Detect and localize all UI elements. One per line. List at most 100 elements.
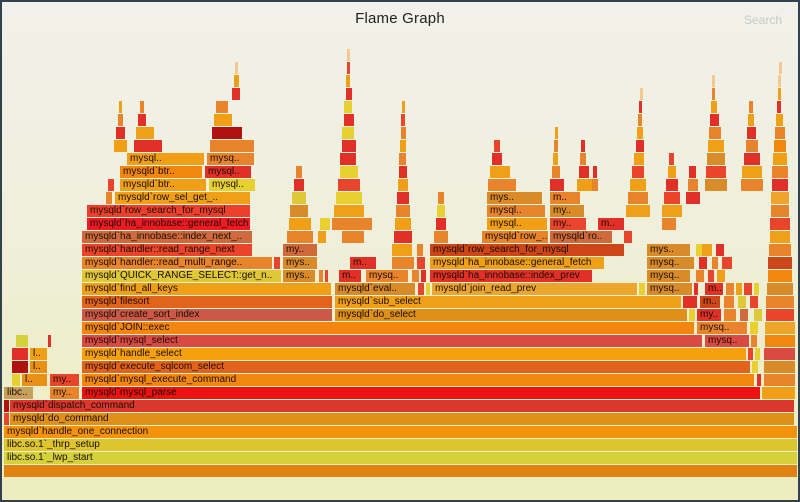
flame-frame-small[interactable] xyxy=(712,88,715,100)
flame-frame-small[interactable] xyxy=(553,153,558,165)
flame-frame-small[interactable] xyxy=(662,205,682,217)
flame-frame-small[interactable] xyxy=(751,335,757,347)
flame-frame-small[interactable] xyxy=(232,88,240,100)
flame-frame[interactable]: mysq.. xyxy=(647,283,692,295)
flame-frame-small[interactable] xyxy=(639,101,642,113)
flame-frame-small[interactable] xyxy=(320,218,330,230)
flame-frame-small[interactable] xyxy=(555,127,558,139)
flame-frame-small[interactable] xyxy=(342,231,364,243)
flame-frame-small[interactable] xyxy=(346,75,350,87)
flame-frame-small[interactable] xyxy=(340,153,356,165)
flame-frame[interactable]: mysqld`ha_innobase::general_fetch xyxy=(430,257,604,269)
flame-frame-small[interactable] xyxy=(639,283,645,295)
flame-frame[interactable]: mysqld`mysql_select xyxy=(82,335,702,347)
flame-frame-small[interactable] xyxy=(754,283,759,295)
flame-frame-small[interactable] xyxy=(628,192,648,204)
flame-frame-small[interactable] xyxy=(318,231,326,243)
flame-frame-small[interactable] xyxy=(710,114,719,126)
flame-frame-small[interactable] xyxy=(632,166,644,178)
flame-frame-small[interactable] xyxy=(778,75,781,87)
flame-frame-small[interactable] xyxy=(707,153,725,165)
flame-frame[interactable]: libc.. xyxy=(4,387,33,399)
flame-frame[interactable]: mysqld`handler::read_multi_range.. xyxy=(82,257,272,269)
flame-frame-small[interactable] xyxy=(417,257,425,269)
flame-frame-small[interactable] xyxy=(106,192,112,204)
flame-frame[interactable]: mys.. xyxy=(283,257,317,269)
flame-frame-small[interactable] xyxy=(771,192,789,204)
flame-frame[interactable]: l.. xyxy=(30,348,47,360)
flame-frame[interactable]: mysqld`execute_sqlcom_select xyxy=(82,361,750,373)
flame-frame-small[interactable] xyxy=(716,244,724,256)
flame-frame-small[interactable] xyxy=(426,283,430,295)
flame-frame-small[interactable] xyxy=(746,140,758,152)
flame-frame-small[interactable] xyxy=(689,309,695,321)
flame-frame-small[interactable] xyxy=(755,348,760,360)
flame-frame-small[interactable] xyxy=(412,270,419,282)
flame-frame[interactable]: mysql.. xyxy=(487,218,547,230)
flame-frame-small[interactable] xyxy=(711,101,717,113)
flame-frame-small[interactable] xyxy=(738,296,746,308)
flame-frame[interactable]: mysqld`handler::read_range_next xyxy=(82,244,252,256)
flame-frame[interactable]: mysq.. xyxy=(705,335,749,347)
flame-frame-small[interactable] xyxy=(490,166,510,178)
flame-frame[interactable]: mysqld`ha_innobase::index_prev xyxy=(430,270,592,282)
flame-frame[interactable]: mysqld`filesort xyxy=(82,296,332,308)
flame-frame-small[interactable] xyxy=(772,166,788,178)
flame-frame-small[interactable] xyxy=(757,374,761,386)
flame-frame-small[interactable] xyxy=(108,179,114,191)
flame-frame-small[interactable] xyxy=(577,179,593,191)
flame-frame-small[interactable] xyxy=(392,244,412,256)
flame-frame-small[interactable] xyxy=(12,374,20,386)
flame-frame-small[interactable] xyxy=(683,296,697,308)
flame-frame-small[interactable] xyxy=(773,153,787,165)
flame-frame-small[interactable] xyxy=(771,205,789,217)
flame-frame-small[interactable] xyxy=(290,205,308,217)
flame-frame-small[interactable] xyxy=(340,166,358,178)
flame-frame-small[interactable] xyxy=(699,257,707,269)
flame-frame-small[interactable] xyxy=(274,257,280,269)
flame-frame-small[interactable] xyxy=(4,413,9,425)
flame-frame-small[interactable] xyxy=(754,309,762,321)
flame-frame-small[interactable] xyxy=(437,205,445,217)
flame-frame[interactable]: mysqld`sub_select xyxy=(335,296,681,308)
flame-frame-small[interactable] xyxy=(336,192,362,204)
flame-frame-small[interactable] xyxy=(554,140,558,152)
flame-frame-small[interactable] xyxy=(638,114,642,126)
flame-frame-small[interactable] xyxy=(216,101,228,113)
flame-frame-small[interactable] xyxy=(748,114,754,126)
flame-frame-small[interactable] xyxy=(581,140,585,152)
flame-frame-small[interactable] xyxy=(114,140,127,152)
flame-frame[interactable]: m.. xyxy=(350,257,376,269)
flame-frame[interactable]: mysq.. xyxy=(366,270,408,282)
flame-frame-small[interactable] xyxy=(401,114,405,126)
flame-frame-small[interactable] xyxy=(668,166,676,178)
flame-frame-small[interactable] xyxy=(740,309,748,321)
flame-frame[interactable]: mysqld`join_read_prev xyxy=(432,283,637,295)
flame-frame[interactable]: mysqld`row_search_for_mysql xyxy=(430,244,624,256)
flame-frame-small[interactable] xyxy=(696,244,702,256)
flame-frame-small[interactable] xyxy=(777,101,781,113)
flame-frame-small[interactable] xyxy=(630,179,646,191)
flame-frame-small[interactable] xyxy=(418,283,424,295)
flame-frame-small[interactable] xyxy=(766,296,794,308)
flame-frame-small[interactable] xyxy=(705,179,727,191)
flame-frame[interactable]: l.. xyxy=(30,361,47,373)
flame-frame-small[interactable] xyxy=(400,140,406,152)
flame-frame-small[interactable] xyxy=(210,140,254,152)
flame-frame[interactable]: mysq.. xyxy=(697,322,747,334)
flame-frame-small[interactable] xyxy=(744,283,752,295)
flame-frame-small[interactable] xyxy=(752,361,758,373)
flame-frame-small[interactable] xyxy=(347,62,350,74)
flame-frame[interactable]: m.. xyxy=(339,270,361,282)
flame-frame-small[interactable] xyxy=(778,88,781,100)
flame-frame-small[interactable] xyxy=(136,127,154,139)
flame-frame[interactable]: my.. xyxy=(50,387,79,399)
flame-frame[interactable]: mysq.. xyxy=(647,270,690,282)
flame-frame[interactable]: mysqld`create_sort_index xyxy=(82,309,332,321)
flame-frame-small[interactable] xyxy=(347,49,350,61)
flame-frame-small[interactable] xyxy=(774,140,786,152)
flame-frame-small[interactable] xyxy=(765,335,795,347)
flame-frame-small[interactable] xyxy=(325,270,328,282)
flame-frame-small[interactable] xyxy=(764,374,795,386)
flame-frame-small[interactable] xyxy=(636,140,644,152)
